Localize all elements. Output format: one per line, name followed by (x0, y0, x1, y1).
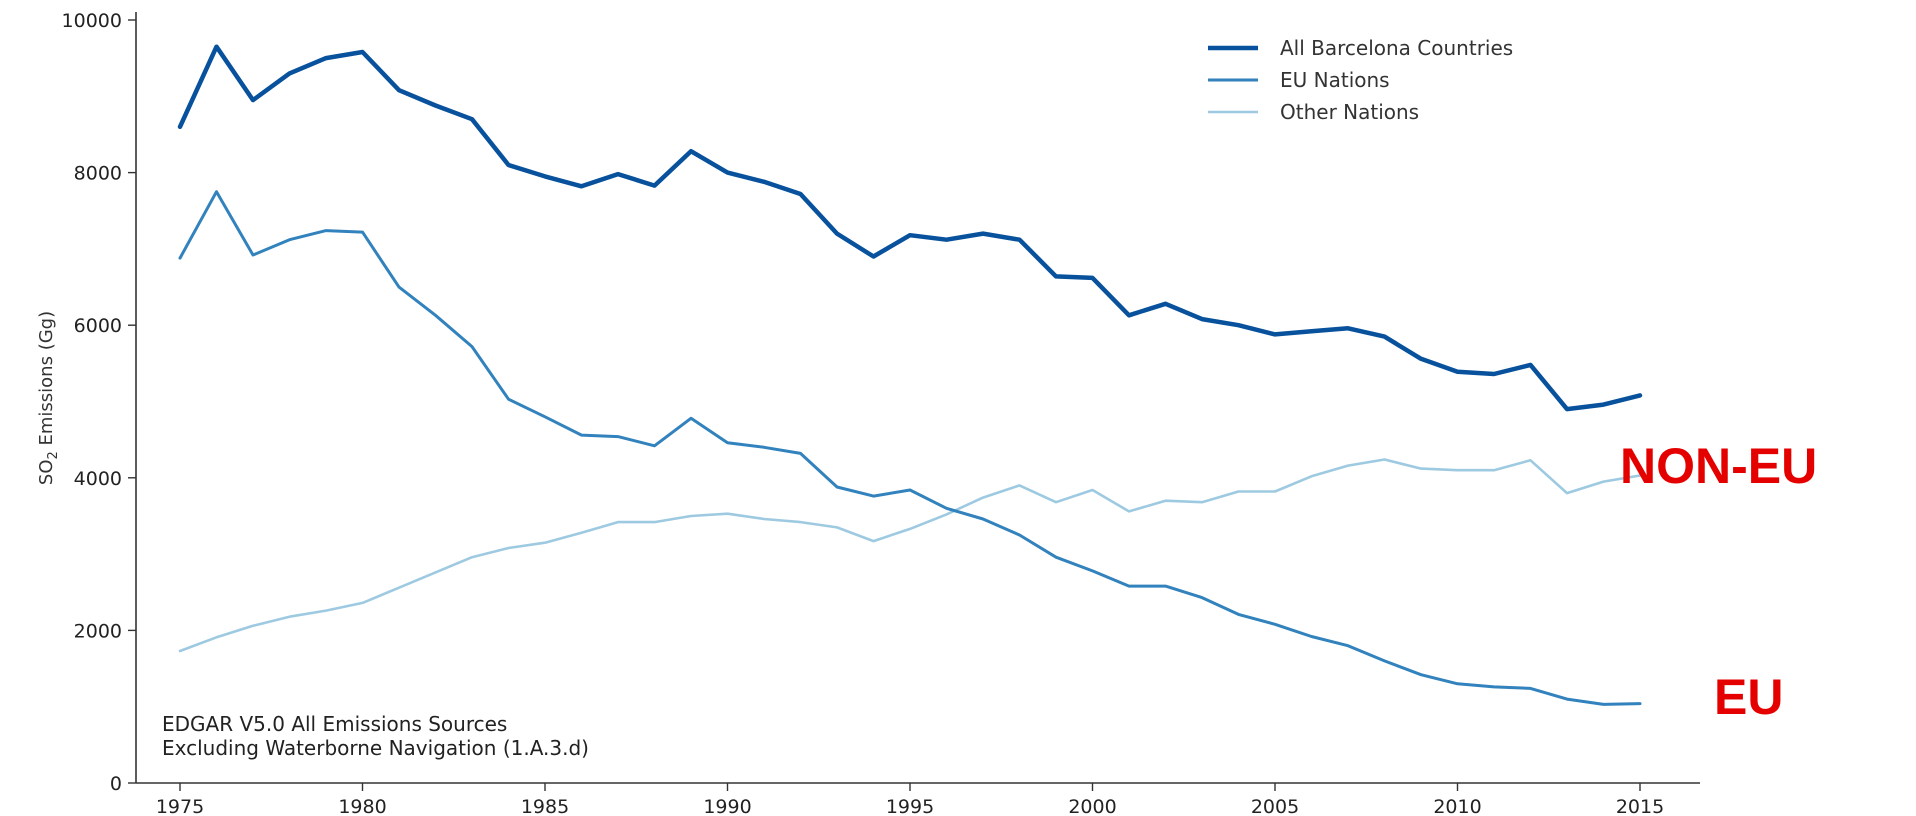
y-tick-label: 2000 (74, 620, 122, 642)
x-tick-label: 2015 (1616, 796, 1664, 816)
y-axis-title: SO2 Emissions (Gg) (36, 311, 61, 485)
series-lines (180, 47, 1640, 705)
legend-label: Other Nations (1280, 100, 1419, 124)
non-eu-label: NON-EU (1620, 438, 1817, 494)
x-tick-label: 2005 (1251, 796, 1299, 816)
y-tick-label: 4000 (74, 468, 122, 490)
x-tick-label: 1980 (338, 796, 386, 816)
source-note-line-2: Excluding Waterborne Navigation (1.A.3.d… (162, 736, 589, 760)
source-note-line-1: EDGAR V5.0 All Emissions Sources (162, 712, 507, 736)
x-tick-label: 1995 (886, 796, 934, 816)
x-tick-label: 2010 (1433, 796, 1481, 816)
series-line-other-nations (180, 460, 1640, 652)
series-line-all-barcelona-countries (180, 47, 1640, 409)
x-tick-label: 1985 (521, 796, 569, 816)
eu-label: EU (1714, 669, 1783, 725)
legend: All Barcelona Countries EU Nations Other N… (1208, 36, 1513, 124)
x-tick-label: 1975 (156, 796, 204, 816)
y-tick-label: 8000 (74, 163, 122, 185)
legend-label: All Barcelona Countries (1280, 36, 1513, 60)
series-line-eu-nations (180, 192, 1640, 705)
x-ticks: 1975 1980 1985 1990 1995 2000 2005 2010 2015 (156, 783, 1664, 816)
y-tick-label: 6000 (74, 315, 122, 337)
y-tick-label: 10000 (62, 10, 122, 32)
x-tick-label: 1990 (703, 796, 751, 816)
y-ticks: 0 2000 4000 6000 8000 10000 (62, 10, 136, 795)
y-tick-label: 0 (110, 773, 122, 795)
legend-label: EU Nations (1280, 68, 1390, 92)
x-tick-label: 2000 (1068, 796, 1116, 816)
